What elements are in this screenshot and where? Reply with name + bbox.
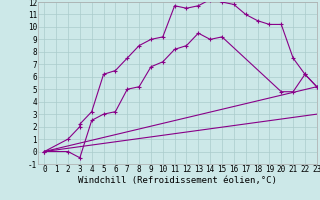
X-axis label: Windchill (Refroidissement éolien,°C): Windchill (Refroidissement éolien,°C) — [78, 176, 277, 185]
